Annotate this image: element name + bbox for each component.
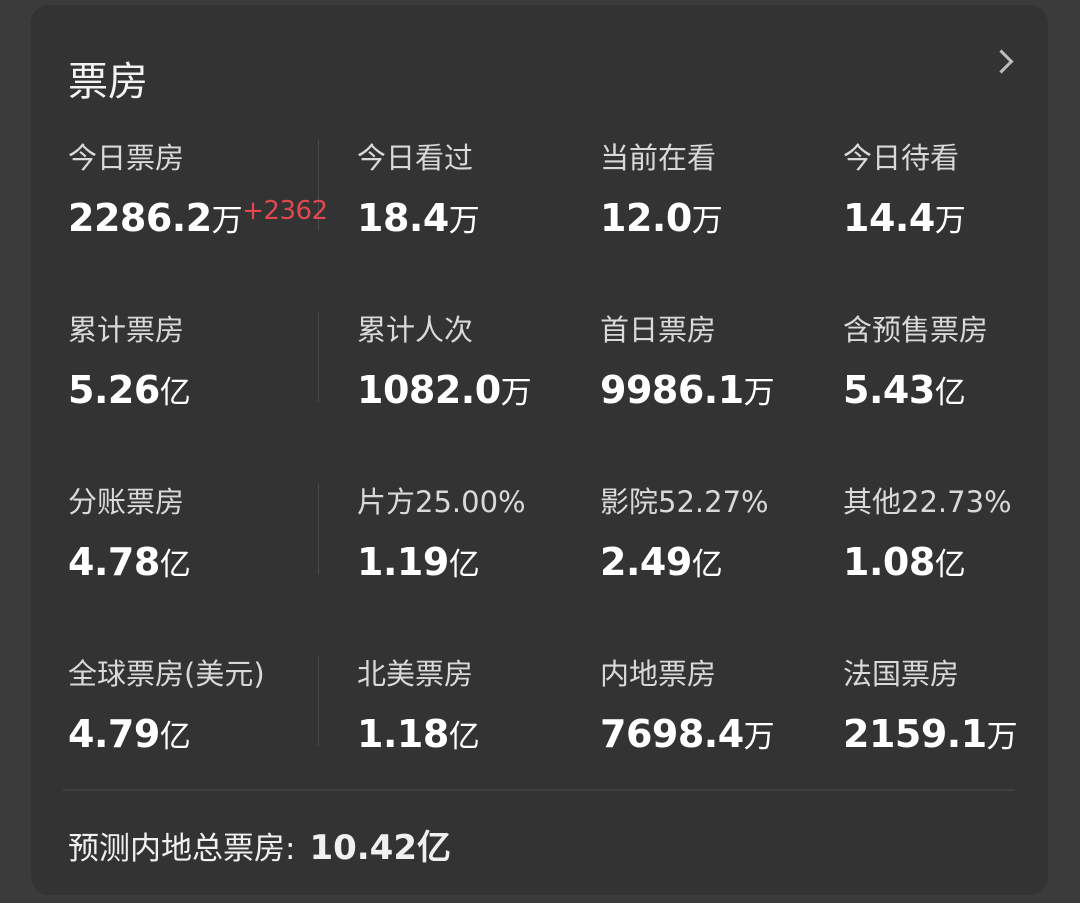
stat-unit: 亿 [448,719,480,755]
column-divider [318,140,319,230]
stat-label: 内地票房 [600,657,717,691]
stat-cell: 影院52.27% 2.49亿 [600,479,769,584]
stat-label: 今日看过 [357,141,474,175]
stat-cell: 分账票房 4.78亿 [68,479,191,584]
stat-value: 4.78亿 [68,539,191,584]
stat-unit: 亿 [159,375,191,411]
stat-value: 7698.4万 [600,711,775,756]
stat-number: 1.18 [357,712,449,756]
stat-number: 2286.2 [68,196,212,240]
stat-value: 2286.2万+2362 [68,195,328,240]
stat-number: 4.79 [68,712,160,756]
stat-unit: 万 [743,719,775,755]
forecast-total: 预测内地总票房: 10.42亿 [68,820,451,869]
forecast-value: 10.42亿 [309,828,451,868]
stat-label: 法国票房 [843,657,960,691]
stat-cell: 今日看过 18.4万 [357,135,480,240]
stat-unit: 万 [691,203,723,239]
stat-cell: 当前在看 12.0万 [600,135,723,240]
stat-cell: 内地票房 7698.4万 [600,651,775,756]
stat-value: 4.79亿 [68,711,265,756]
stat-cell: 累计票房 5.26亿 [68,307,191,412]
stat-value: 1.08亿 [843,539,1012,584]
divider [63,789,1015,791]
stat-cell: 北美票房 1.18亿 [357,651,480,756]
stat-value: 18.4万 [357,195,480,240]
stat-number: 9986.1 [600,368,744,412]
stat-number: 4.78 [68,540,160,584]
stat-number: 1082.0 [357,368,501,412]
stat-value: 2.49亿 [600,539,769,584]
stat-label: 当前在看 [600,141,717,175]
stat-unit: 万 [986,719,1018,755]
stat-label: 含预售票房 [843,313,989,347]
forecast-label: 预测内地总票房: [68,831,296,867]
stat-number: 1.19 [357,540,449,584]
stat-value: 1082.0万 [357,367,532,412]
stat-label: 其他22.73% [843,485,1012,519]
stat-cell: 全球票房(美元) 4.79亿 [68,651,265,756]
stat-cell: 片方25.00% 1.19亿 [357,479,526,584]
column-divider [318,484,319,574]
column-divider [318,656,319,746]
stat-label: 分账票房 [68,485,185,519]
chevron-right-icon[interactable] [989,49,1014,74]
stat-cell: 累计人次 1082.0万 [357,307,532,412]
stat-cell: 其他22.73% 1.08亿 [843,479,1012,584]
stat-unit: 亿 [934,547,966,583]
stat-value: 2159.1万 [843,711,1018,756]
stat-unit: 亿 [159,547,191,583]
column-divider [318,312,319,402]
stat-label: 今日票房 [68,141,185,175]
stat-unit: 万 [743,375,775,411]
stat-label: 片方25.00% [357,485,526,519]
stat-delta: +2362 [242,196,328,226]
stat-label: 今日待看 [843,141,960,175]
stat-number: 1.08 [843,540,935,584]
stat-number: 14.4 [843,196,935,240]
stat-cell: 首日票房 9986.1万 [600,307,775,412]
stat-number: 2159.1 [843,712,987,756]
stat-value: 9986.1万 [600,367,775,412]
stat-cell: 今日票房 2286.2万+2362 [68,135,328,240]
stat-value: 5.43亿 [843,367,988,412]
stat-value: 14.4万 [843,195,966,240]
stat-unit: 亿 [448,547,480,583]
box-office-card: 票房 今日票房 2286.2万+2362 今日看过 18.4万 当前在看 12.0万… [31,5,1048,895]
stat-label: 影院52.27% [600,485,769,519]
stat-number: 18.4 [357,196,449,240]
stat-label: 全球票房(美元) [68,657,265,691]
stat-value: 1.18亿 [357,711,480,756]
stat-cell: 法国票房 2159.1万 [843,651,1018,756]
stat-value: 12.0万 [600,195,723,240]
stat-unit: 万 [500,375,532,411]
stat-cell: 今日待看 14.4万 [843,135,966,240]
stat-unit: 亿 [159,719,191,755]
stat-number: 7698.4 [600,712,744,756]
stat-label: 累计人次 [357,313,474,347]
stat-unit: 万 [934,203,966,239]
card-title: 票房 [68,59,148,105]
stat-number: 12.0 [600,196,692,240]
stat-label: 首日票房 [600,313,717,347]
stat-unit: 亿 [691,547,723,583]
stat-unit: 万 [448,203,480,239]
stat-cell: 含预售票房 5.43亿 [843,307,988,412]
stat-value: 5.26亿 [68,367,191,412]
stat-value: 1.19亿 [357,539,526,584]
stat-number: 2.49 [600,540,692,584]
stat-number: 5.26 [68,368,160,412]
stat-unit: 万 [211,203,243,239]
stat-label: 累计票房 [68,313,185,347]
stat-unit: 亿 [934,375,966,411]
stat-number: 5.43 [843,368,935,412]
stat-label: 北美票房 [357,657,474,691]
